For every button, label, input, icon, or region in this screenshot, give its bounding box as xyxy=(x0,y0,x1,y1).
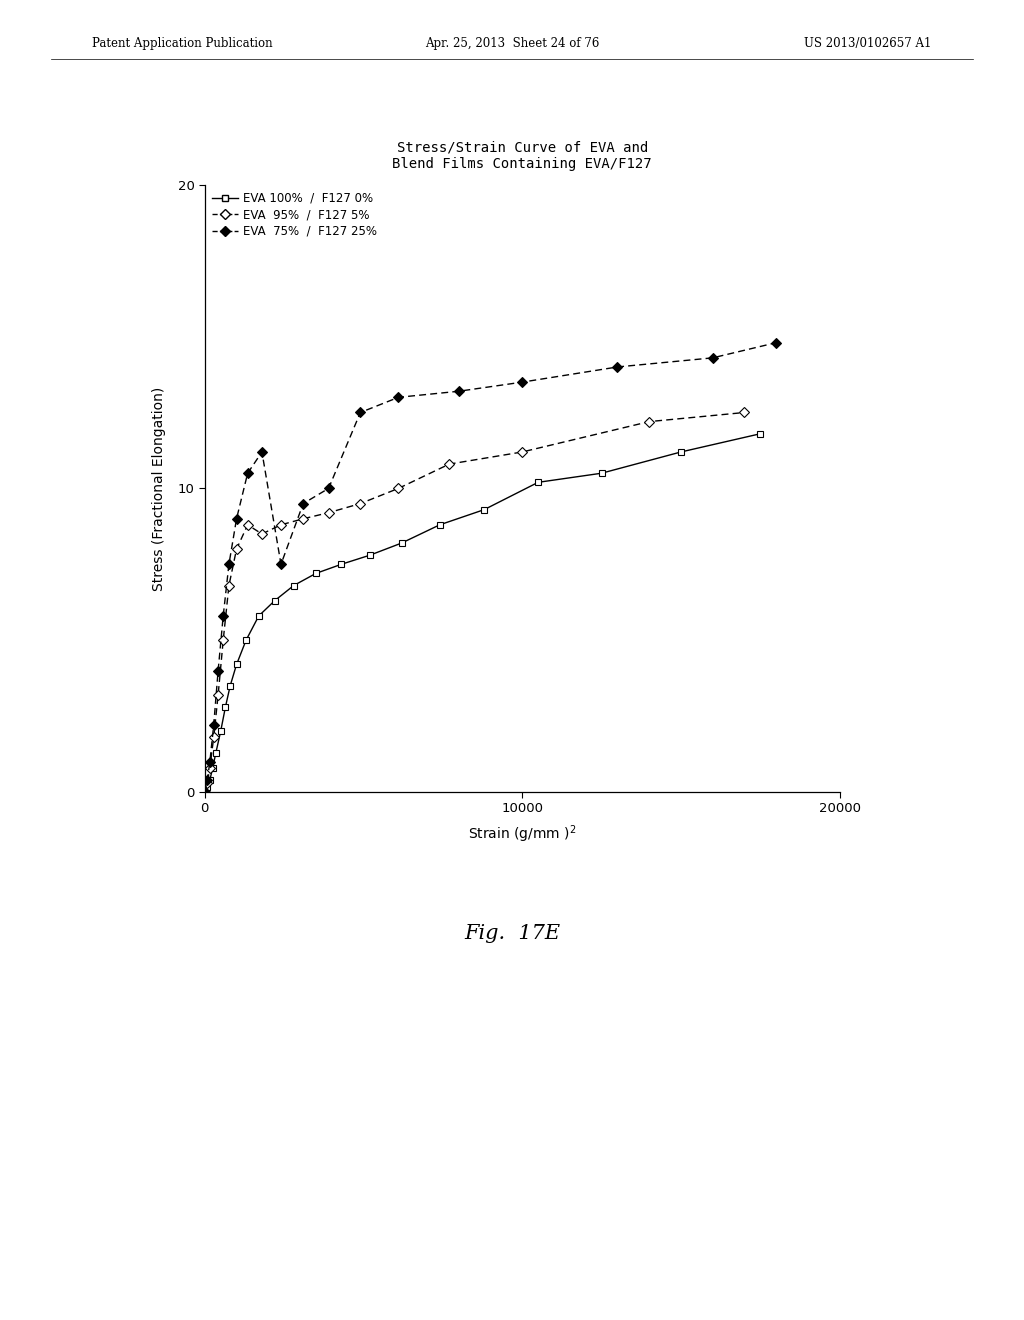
Text: US 2013/0102657 A1: US 2013/0102657 A1 xyxy=(805,37,932,50)
Y-axis label: Stress (Fractional Elongation): Stress (Fractional Elongation) xyxy=(153,387,166,590)
Text: Fig.  17E: Fig. 17E xyxy=(464,924,560,942)
Text: Apr. 25, 2013  Sheet 24 of 76: Apr. 25, 2013 Sheet 24 of 76 xyxy=(425,37,599,50)
Legend: EVA 100%  /  F127 0%, EVA  95%  /  F127 5%, EVA  75%  /  F127 25%: EVA 100% / F127 0%, EVA 95% / F127 5%, E… xyxy=(207,187,381,243)
Text: Patent Application Publication: Patent Application Publication xyxy=(92,37,272,50)
X-axis label: Strain (g/mm )$^{2}$: Strain (g/mm )$^{2}$ xyxy=(468,824,577,845)
Title: Stress/Strain Curve of EVA and
Blend Films Containing EVA/F127: Stress/Strain Curve of EVA and Blend Fil… xyxy=(392,141,652,172)
